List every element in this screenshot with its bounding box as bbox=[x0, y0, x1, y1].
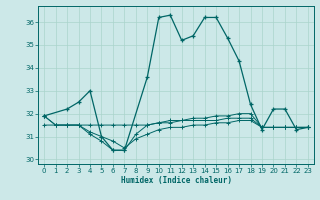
X-axis label: Humidex (Indice chaleur): Humidex (Indice chaleur) bbox=[121, 176, 231, 185]
